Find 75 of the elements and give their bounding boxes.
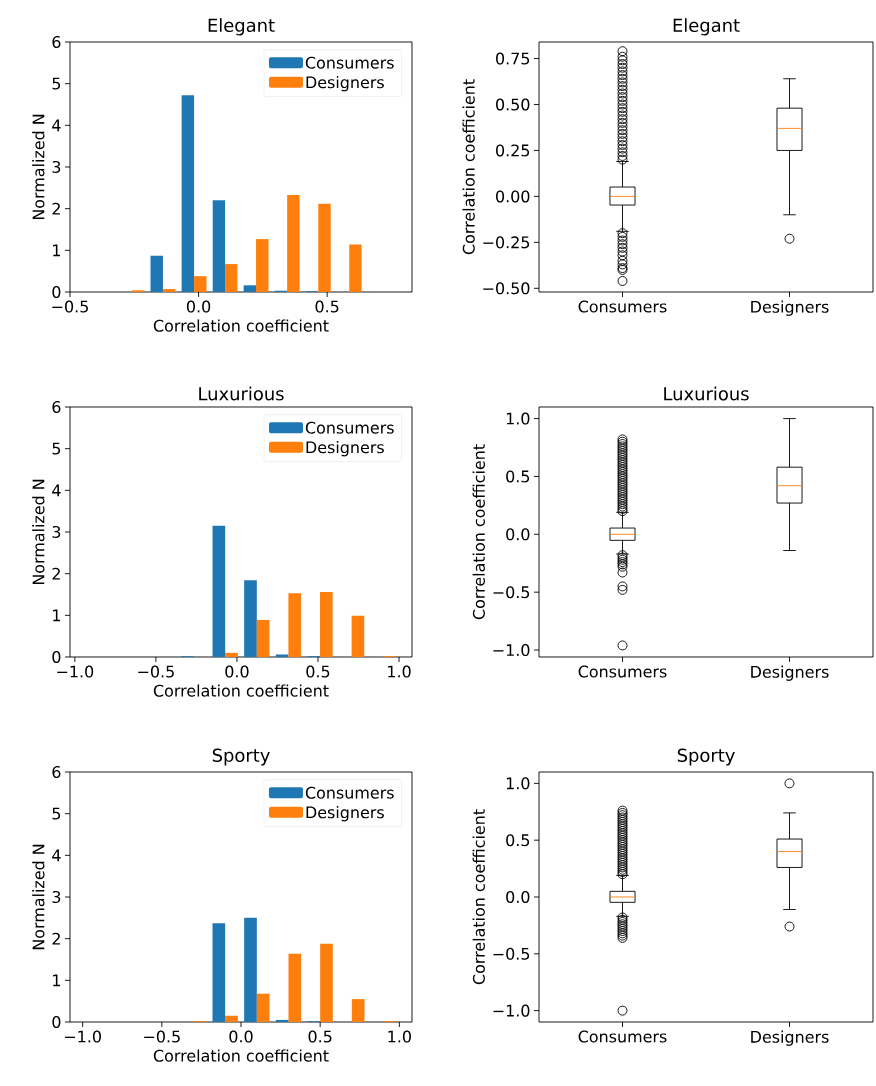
x-tick-label: Consumers [578, 1030, 667, 1043]
y-tick-label: 0.50 [496, 98, 530, 111]
legend-label: Designers [306, 806, 384, 822]
x-tick-label: 0.5 [315, 300, 339, 313]
legend-label: Designers [306, 441, 384, 457]
x-tick-label: −0.5 [144, 1030, 180, 1043]
legend-label: Consumers [305, 421, 394, 434]
x-tick-label: 0.0 [186, 300, 211, 313]
y-tick-label: 5 [52, 442, 61, 455]
x-tick-label: −0.5 [138, 665, 174, 678]
y-tick-label: 3 [52, 525, 61, 539]
y-axis-title: Normalized N [32, 114, 45, 220]
y-tick-label: −0.5 [493, 586, 530, 599]
y-tick-label: 4 [52, 119, 61, 132]
y-tick-label: 1.0 [506, 412, 530, 425]
x-tick-label: Designers [751, 665, 829, 681]
legend-label: Designers [306, 75, 384, 92]
y-tick-label: 6 [52, 765, 61, 779]
y-tick-label: 3 [52, 890, 61, 904]
x-tick-label: Designers [751, 300, 829, 316]
y-tick-label: 0.25 [496, 144, 530, 157]
y-tick-label: 1.0 [506, 777, 530, 790]
legend-label: Consumers [305, 56, 394, 69]
x-tick-label: Consumers [578, 300, 667, 313]
chart-title: Luxurious [199, 386, 284, 401]
chart-title: Sporty [212, 748, 270, 766]
y-tick-label: 0 [52, 650, 61, 664]
y-tick-label: 0 [52, 1015, 61, 1029]
y-tick-label: 1 [53, 609, 61, 622]
y-tick-label: 6 [52, 400, 61, 414]
x-axis-title: Correlation coefficient [153, 684, 329, 697]
y-axis-title: Correlation coefficient [462, 79, 475, 255]
chart-title: Luxurious [664, 386, 749, 401]
y-tick-label: 0.00 [496, 190, 530, 203]
chart-title: Elegant [208, 18, 275, 36]
x-tick-label: 0.5 [306, 665, 330, 678]
x-axis-title: Correlation coefficient [153, 319, 329, 332]
y-tick-label: 0.0 [506, 890, 530, 904]
y-tick-label: 0.0 [506, 528, 530, 541]
y-tick-label: −1.0 [493, 1004, 530, 1017]
x-tick-label: 1.0 [388, 665, 411, 678]
y-tick-label: 0.75 [496, 52, 530, 65]
x-tick-label: 0.5 [308, 1030, 332, 1043]
y-tick-label: 4 [52, 484, 61, 497]
y-axis-title: Normalized N [32, 844, 45, 950]
y-tick-label: −0.25 [483, 236, 530, 249]
y-tick-label: 1 [53, 244, 61, 257]
y-tick-label: 2 [52, 932, 60, 945]
y-tick-label: 0 [52, 285, 61, 299]
y-tick-label: 2 [52, 202, 60, 215]
x-tick-label: Designers [751, 1030, 829, 1046]
y-tick-label: −0.50 [483, 282, 530, 295]
y-tick-label: 5 [52, 77, 61, 90]
y-axis-title: Normalized N [32, 479, 45, 585]
y-tick-label: 0.5 [506, 470, 530, 483]
y-tick-label: −1.0 [493, 644, 530, 657]
chart-title: Elegant [673, 18, 740, 36]
y-axis-title: Correlation coefficient [472, 809, 485, 985]
legend-label: Consumers [305, 786, 394, 799]
y-axis-title: Correlation coefficient [472, 444, 485, 620]
x-tick-label: 1.0 [388, 1030, 411, 1043]
x-tick-label: Consumers [578, 665, 667, 678]
x-tick-label: 0.0 [225, 665, 249, 678]
y-tick-label: 5 [52, 807, 61, 820]
y-tick-label: 6 [52, 35, 61, 49]
y-tick-label: 4 [52, 849, 61, 862]
x-axis-title: Correlation coefficient [153, 1049, 329, 1062]
chart-title: Sporty [677, 748, 735, 766]
y-tick-label: 2 [52, 567, 60, 580]
y-tick-label: 1 [53, 974, 61, 987]
x-tick-label: −1.0 [65, 1030, 101, 1043]
x-tick-label: 0.0 [229, 1030, 253, 1043]
y-tick-label: 3 [52, 160, 61, 174]
y-tick-label: 0.5 [506, 834, 530, 847]
y-tick-label: −0.5 [493, 947, 530, 960]
